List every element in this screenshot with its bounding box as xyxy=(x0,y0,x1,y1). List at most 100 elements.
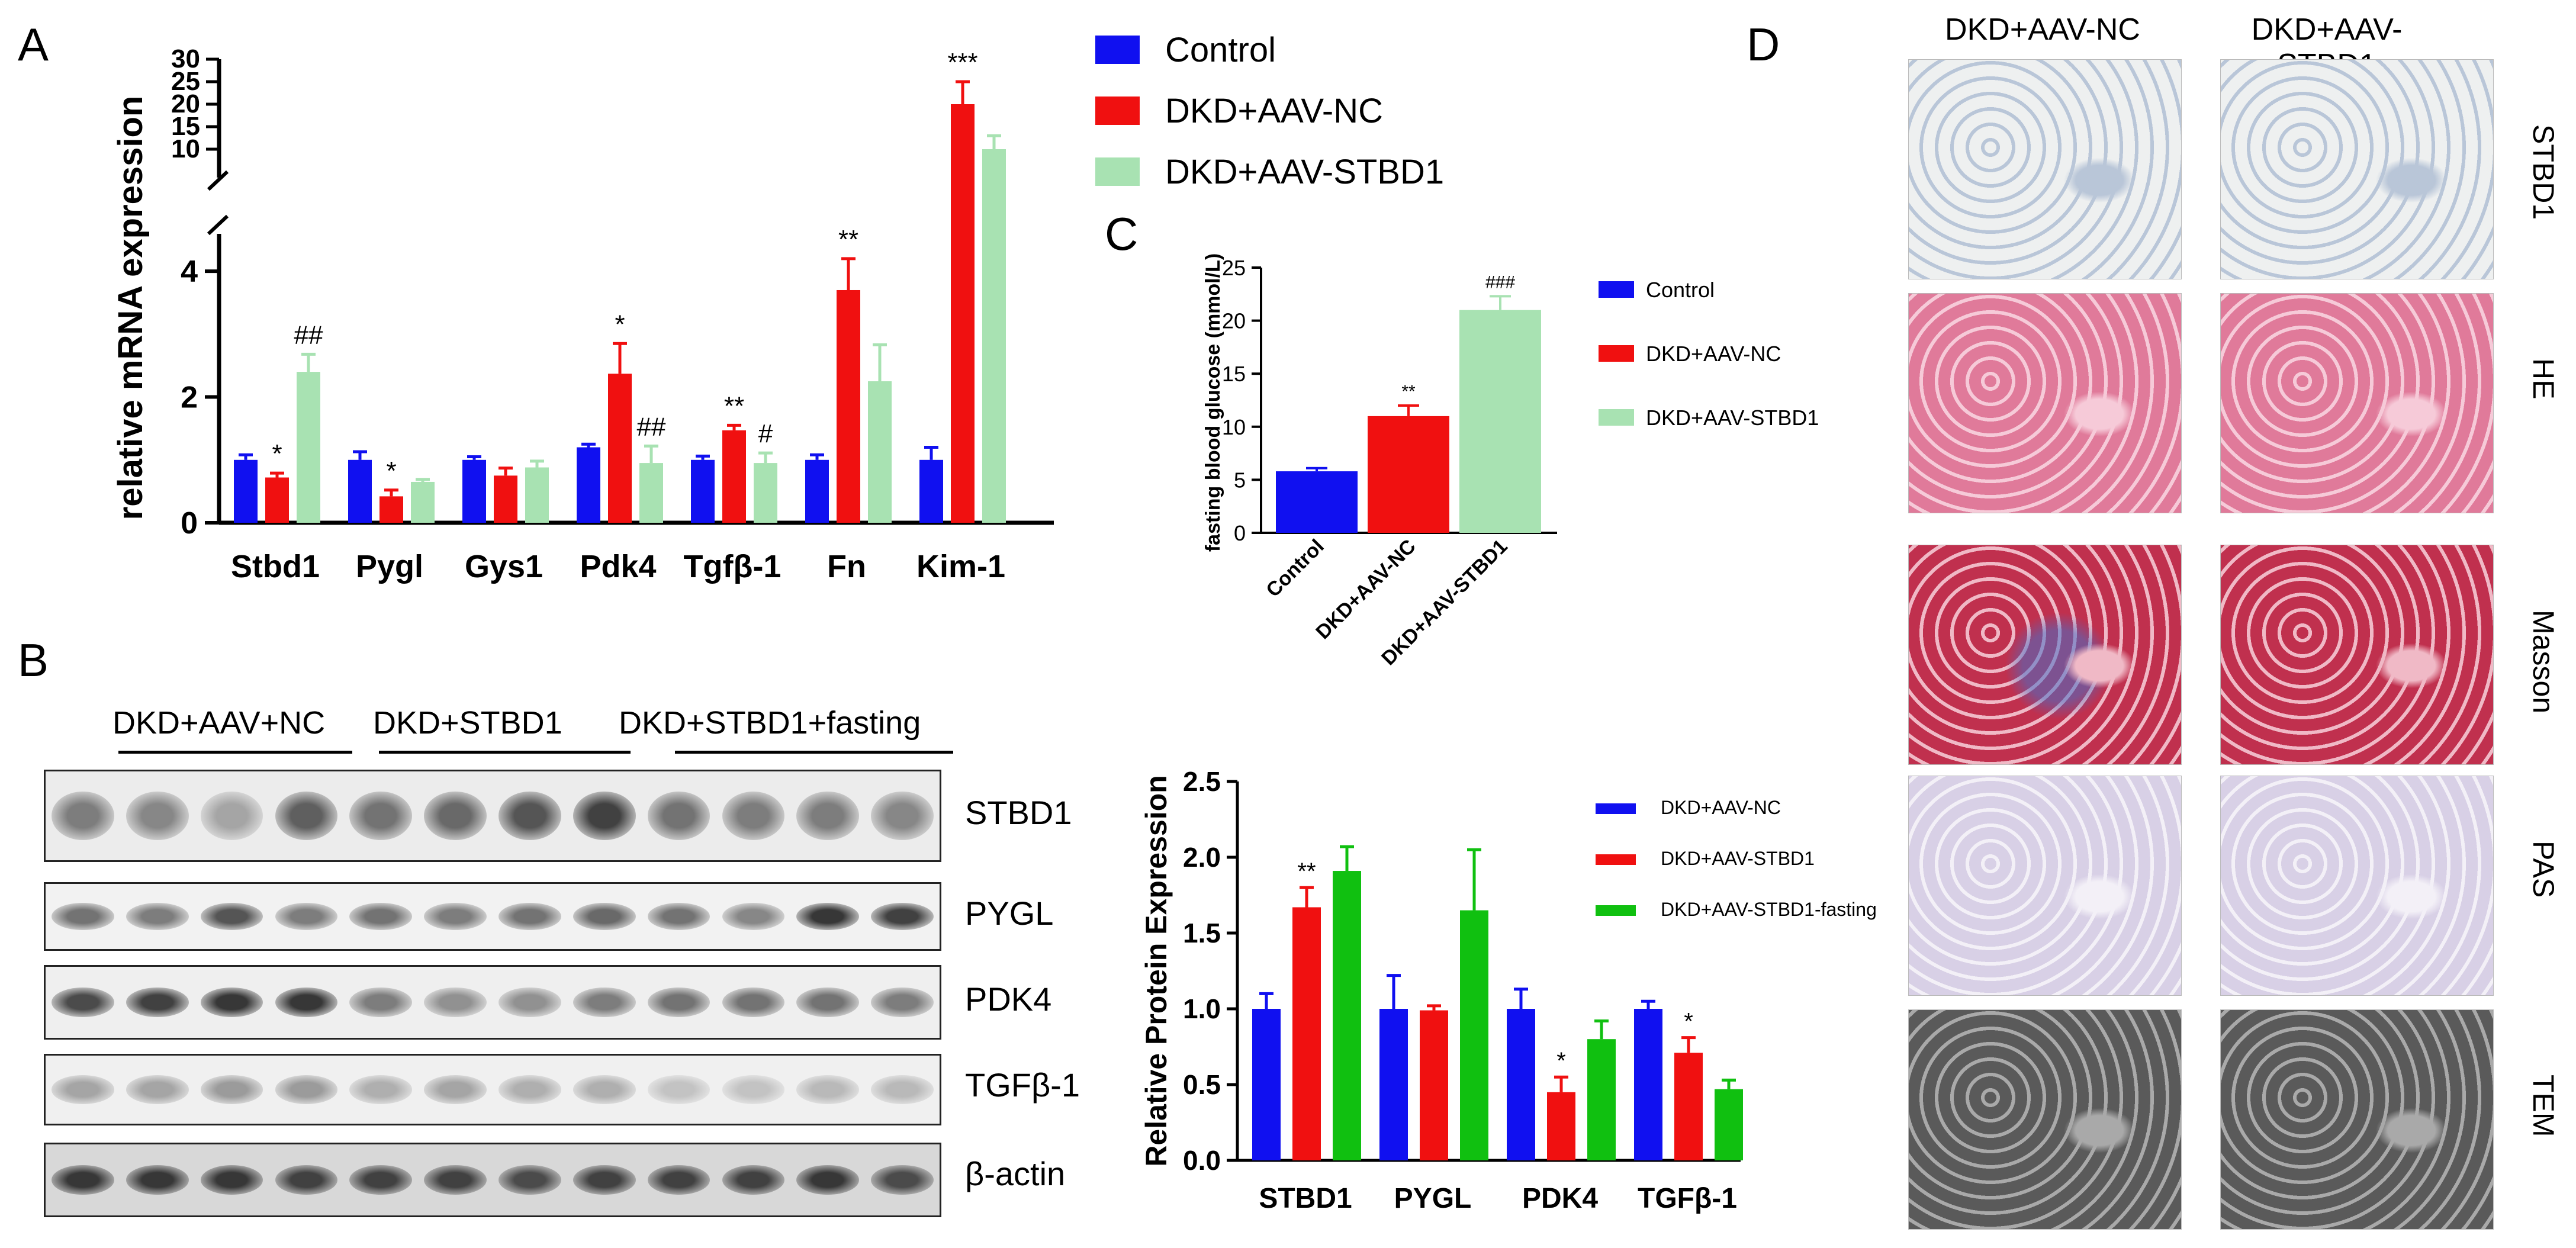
chart-b-y-tick-label: 1.0 xyxy=(1183,993,1221,1024)
blot-band-tgf-1-lane-4 xyxy=(275,1075,338,1104)
blot-band-stbd1-lane-7 xyxy=(499,791,561,841)
blot-band-actin-lane-7 xyxy=(499,1165,561,1195)
chart-a-y-tick-label: 4 xyxy=(181,255,198,289)
blot-band-stbd1-lane-5 xyxy=(349,791,413,841)
histology-tile-stbd1-col-2 xyxy=(2220,59,2494,279)
chart-a-legend-swatch xyxy=(1095,36,1140,64)
blot-band-tgf-1-lane-6 xyxy=(424,1075,487,1104)
histology-row-label-he: HE xyxy=(2527,358,2560,400)
chart-a-legend-label: DKD+AAV-STBD1 xyxy=(1165,153,1444,191)
chart-b-legend-swatch xyxy=(1596,854,1636,865)
blot-row-pygl xyxy=(44,882,941,951)
blot-band-pdk4-lane-9 xyxy=(647,987,710,1018)
chart-a-significance-mark: ** xyxy=(724,391,744,420)
blot-band-actin-lane-12 xyxy=(871,1165,934,1195)
chart-a-bar-pygl-dkd-aav-stbd1 xyxy=(411,481,435,523)
chart-a-x-tick-label: Stbd1 xyxy=(231,549,320,584)
chart-a-bar-stbd1-dkd-aav-stbd1 xyxy=(297,372,320,523)
chart-b-significance-mark: * xyxy=(1684,1009,1693,1035)
blot-band-pdk4-lane-5 xyxy=(349,987,413,1018)
blot-band-pygl-lane-9 xyxy=(647,902,710,931)
blot-band-actin-lane-3 xyxy=(200,1165,263,1195)
blot-band-pygl-lane-12 xyxy=(871,902,934,931)
blot-label-tgfb1: TGFβ-1 xyxy=(965,1066,1080,1104)
chart-b-x-tick-label: STBD1 xyxy=(1259,1183,1352,1214)
blot-band-actin-lane-9 xyxy=(647,1165,710,1195)
blot-band-stbd1-lane-2 xyxy=(126,791,189,841)
chart-b-legend-label: DKD+AAV-NC xyxy=(1661,797,1781,818)
blot-band-tgf-1-lane-11 xyxy=(796,1075,860,1104)
blot-band-tgf-1-lane-9 xyxy=(647,1075,710,1104)
chart-b-y-tick-label: 2.0 xyxy=(1183,842,1221,873)
blot-band-pdk4-lane-11 xyxy=(796,987,860,1018)
blot-band-stbd1-lane-9 xyxy=(647,791,710,841)
histology-tile-masson-col-2 xyxy=(2220,545,2494,765)
blot-band-stbd1-lane-4 xyxy=(275,791,338,841)
blot-band-pygl-lane-6 xyxy=(424,902,487,931)
blot-band-tgf-1-lane-2 xyxy=(126,1075,189,1104)
chart-c-significance-mark: ### xyxy=(1485,272,1515,292)
chart-a-bar-tgf-1-dkd-aav-nc xyxy=(722,430,746,523)
chart-a-significance-mark: * xyxy=(386,456,396,485)
chart-a-legend-swatch xyxy=(1095,157,1140,186)
blot-group-line-1 xyxy=(118,751,352,754)
chart-a-y-tick-label: 30 xyxy=(171,44,200,73)
chart-c-y-tick-label: 0 xyxy=(1234,521,1246,545)
chart-b-bar-tgf-1-dkd-aav-nc xyxy=(1634,1009,1662,1160)
histology-tile-pas-col-1 xyxy=(1908,776,2182,996)
chart-b-bar-tgf-1-dkd-aav-stbd1 xyxy=(1674,1053,1703,1160)
chart-c-y-tick-label: 10 xyxy=(1222,415,1246,439)
blot-band-actin-lane-11 xyxy=(796,1165,860,1195)
chart-b-protein-expression: 0.0 0.5 1.0 1.5 2.0 2.5 Relative Protein Expre… xyxy=(1140,766,1877,1214)
blot-band-pygl-lane-3 xyxy=(200,902,263,931)
chart-a-bar-tgf-1-control xyxy=(691,459,715,523)
chart-a-bar-fn-dkd-aav-nc xyxy=(837,290,860,523)
chart-a-y-tick-label: 10 xyxy=(171,134,200,163)
chart-a-bar-tgf-1-dkd-aav-stbd1 xyxy=(754,463,777,523)
western-blot: DKD+AAV+NC DKD+STBD1 DKD+STBD1+fasting S… xyxy=(36,687,1113,1231)
chart-a-x-tick-label: Gys1 xyxy=(465,549,543,584)
chart-a-y-tick-label: 25 xyxy=(171,67,200,96)
chart-c-x-tick-label: Control xyxy=(1262,535,1328,602)
histology-row-label-tem: TEM xyxy=(2527,1075,2560,1137)
chart-c-legend-label: DKD+AAV-STBD1 xyxy=(1646,406,1819,430)
chart-a-y-axis-label: relative mRNA expression xyxy=(111,96,150,520)
chart-a-significance-mark: # xyxy=(758,419,773,448)
chart-b-y-tick-label: 0.5 xyxy=(1183,1069,1221,1100)
blot-band-stbd1-lane-1 xyxy=(52,791,114,841)
blot-band-stbd1-lane-3 xyxy=(200,791,263,841)
blot-band-tgf-1-lane-3 xyxy=(200,1075,263,1104)
chart-a-x-tick-label: Kim-1 xyxy=(916,549,1005,584)
histology-tile-he-col-2 xyxy=(2220,293,2494,513)
chart-a-bar-pygl-control xyxy=(348,459,372,523)
chart-a-x-tick-label: Pdk4 xyxy=(580,549,656,584)
panel-label-c: C xyxy=(1105,208,1139,260)
blot-row-beta-actin xyxy=(44,1143,941,1217)
blot-band-actin-lane-8 xyxy=(573,1165,636,1195)
histology-row-label-masson: Masson xyxy=(2527,610,2560,714)
histology-row-label-pas: PAS xyxy=(2527,841,2560,898)
chart-b-x-tick-label: PDK4 xyxy=(1522,1183,1598,1214)
blot-band-pdk4-lane-8 xyxy=(573,987,636,1018)
chart-a-legend-swatch xyxy=(1095,97,1140,125)
chart-a-significance-mark: ## xyxy=(637,412,666,441)
chart-b-y-tick-label: 2.5 xyxy=(1183,766,1221,797)
chart-a-significance-mark: * xyxy=(272,439,282,468)
chart-a-y-tick-label: 0 xyxy=(181,506,198,541)
panel-label-b: B xyxy=(18,634,49,686)
chart-c-bar-dkd-aav-stbd1 xyxy=(1459,310,1541,533)
chart-a-axis-break-mark xyxy=(207,214,229,236)
blot-band-pdk4-lane-1 xyxy=(52,987,114,1018)
chart-b-significance-mark: * xyxy=(1556,1048,1566,1074)
chart-a-y-tick-label: 2 xyxy=(181,381,198,415)
blot-label-pdk4: PDK4 xyxy=(965,980,1052,1018)
chart-a-bar-pdk4-dkd-aav-nc xyxy=(608,374,632,523)
chart-c-legend-swatch xyxy=(1599,345,1634,362)
chart-b-bar-pdk4-dkd-aav-nc xyxy=(1507,1009,1535,1160)
histology-tile-masson-col-1 xyxy=(1908,545,2182,765)
blot-band-stbd1-lane-6 xyxy=(424,791,487,841)
chart-a-bar-gys1-control xyxy=(462,459,486,523)
blot-band-tgf-1-lane-7 xyxy=(499,1075,561,1104)
chart-b-bar-pygl-dkd-aav-stbd1 xyxy=(1420,1010,1448,1160)
